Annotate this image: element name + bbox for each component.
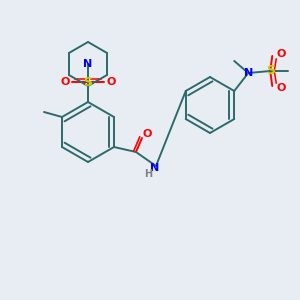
Text: S: S: [83, 76, 92, 88]
Text: N: N: [150, 163, 160, 173]
Text: O: O: [106, 77, 116, 87]
Text: S: S: [266, 64, 275, 77]
Text: H: H: [144, 169, 152, 179]
Text: N: N: [244, 68, 253, 78]
Text: N: N: [83, 59, 93, 69]
Text: O: O: [277, 49, 286, 59]
Text: O: O: [142, 129, 152, 139]
Text: O: O: [277, 83, 286, 93]
Text: O: O: [60, 77, 70, 87]
